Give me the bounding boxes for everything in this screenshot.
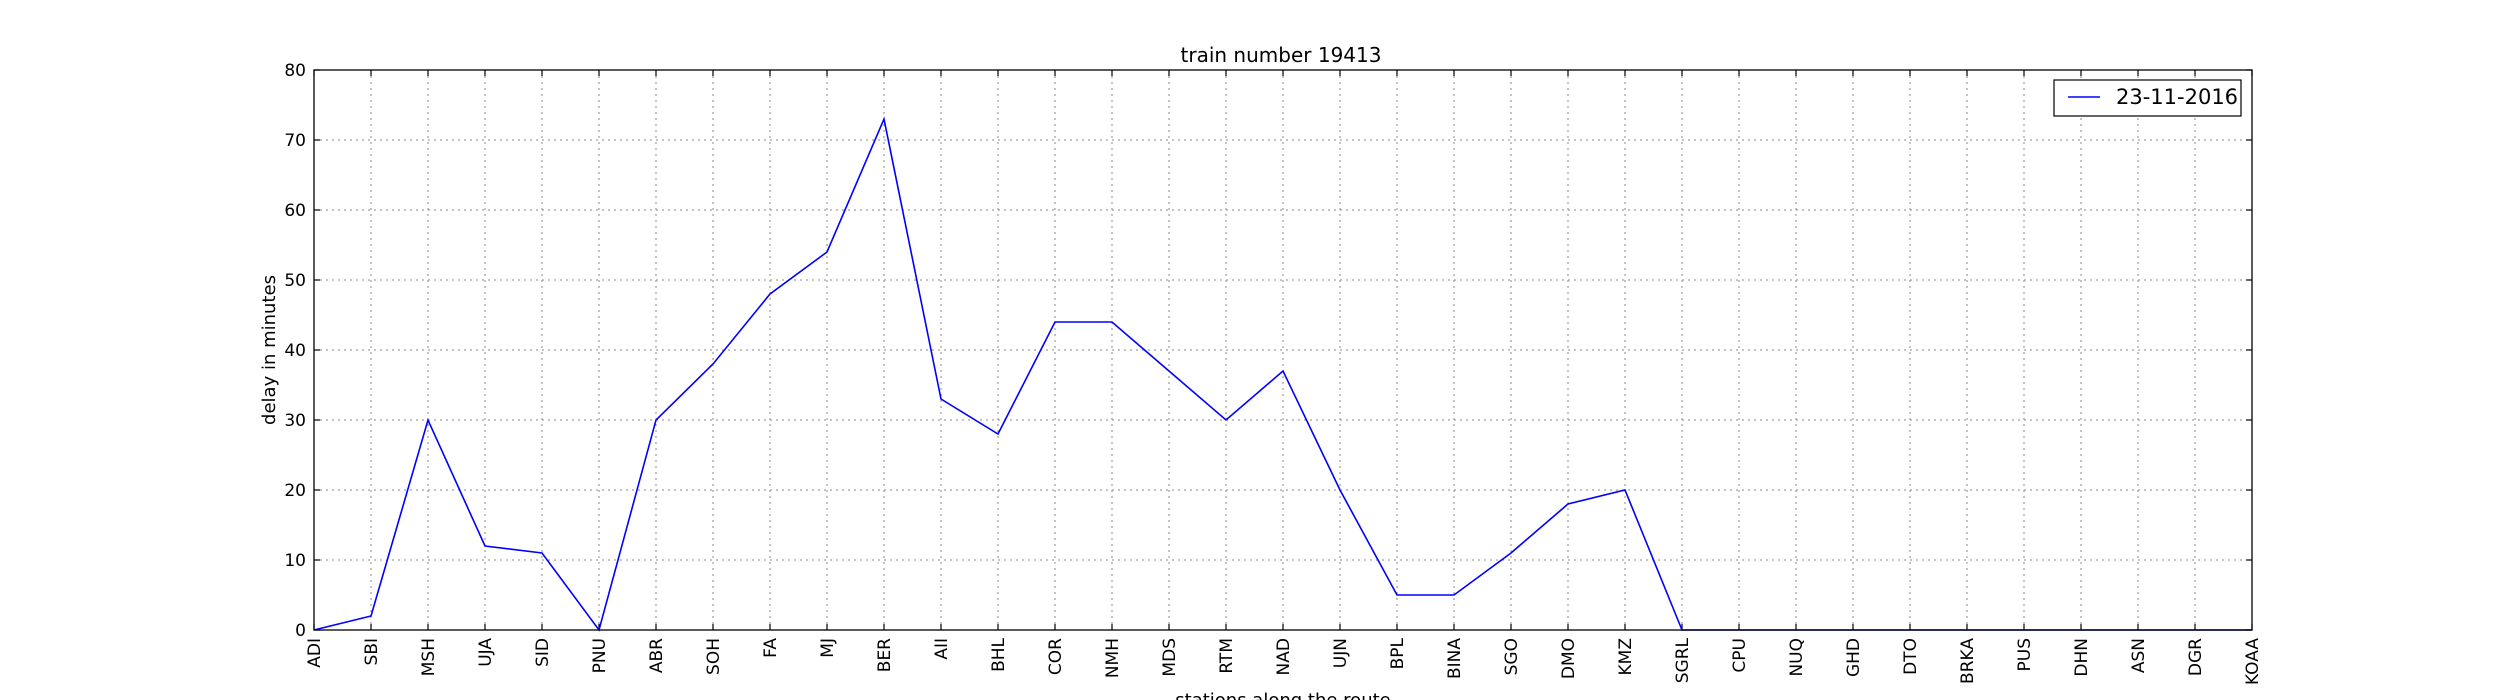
- y-tick-label-0: 0: [295, 621, 306, 641]
- x-tick-label-AII: AII: [932, 638, 952, 660]
- x-tick-label-UJN: UJN: [1331, 638, 1351, 668]
- y-tick-label-30: 30: [284, 411, 306, 431]
- chart-title: train number 19413: [1181, 43, 1382, 67]
- x-tick-label-SID: SID: [533, 638, 553, 667]
- legend: 23-11-2016: [2053, 79, 2242, 117]
- x-tick-label-MDS: MDS: [1160, 638, 1180, 677]
- x-axis: ADI SBI MSH UJA SID PNU ABR SOH FA MJ BER AII BHL COR…: [305, 70, 2263, 685]
- y-tick-label-20: 20: [284, 481, 306, 501]
- y-tick-label-40: 40: [284, 341, 306, 361]
- x-tick-label-BHL: BHL: [989, 637, 1009, 671]
- x-tick-label-MSH: MSH: [419, 638, 439, 676]
- x-tick-label-SGRL: SGRL: [1673, 637, 1693, 683]
- y-tick-label-10: 10: [284, 551, 306, 571]
- x-tick-label-MJ: MJ: [818, 638, 838, 658]
- y-tick-label-80: 80: [284, 61, 306, 81]
- y-axis: 0 10 20 30 40 50 60 70 80: [284, 61, 2252, 641]
- x-tick-label-SGO: SGO: [1502, 638, 1522, 675]
- x-tick-label-RTM: RTM: [1217, 638, 1237, 674]
- plot-frame: [313, 69, 2253, 631]
- y-tick-label-50: 50: [284, 271, 306, 291]
- x-tick-label-DHN: DHN: [2072, 638, 2092, 677]
- y-tick-label-70: 70: [284, 131, 306, 151]
- x-tick-label-ASN: ASN: [2129, 638, 2149, 673]
- x-tick-label-DMO: DMO: [1559, 638, 1579, 679]
- x-tick-label-BER: BER: [875, 638, 895, 672]
- x-tick-label-PUS: PUS: [2015, 638, 2035, 672]
- legend-box: [2053, 79, 2242, 117]
- x-tick-label-UJA: UJA: [476, 638, 496, 667]
- x-tick-label-FA: FA: [761, 638, 781, 658]
- x-tick-label-GHD: GHD: [1844, 638, 1864, 677]
- x-tick-label-ABR: ABR: [647, 638, 667, 673]
- x-tick-label-DTO: DTO: [1901, 638, 1921, 675]
- x-tick-label-NUQ: NUQ: [1787, 638, 1807, 677]
- grid-lines: [313, 69, 2253, 631]
- x-tick-label-BRKA: BRKA: [1958, 638, 1978, 684]
- x-tick-label-PNU: PNU: [590, 638, 610, 673]
- x-tick-label-SOH: SOH: [704, 638, 724, 675]
- x-tick-label-KMZ: KMZ: [1616, 638, 1636, 675]
- x-tick-label-SBI: SBI: [362, 638, 382, 665]
- x-axis-label: stations along the route: [1175, 690, 1390, 700]
- x-tick-label-BINA: BINA: [1445, 638, 1465, 679]
- x-tick-label-BPL: BPL: [1388, 637, 1408, 669]
- x-tick-label-NAD: NAD: [1274, 638, 1294, 675]
- x-tick-label-KOAA: KOAA: [2243, 638, 2263, 685]
- x-tick-label-COR: COR: [1046, 638, 1066, 675]
- y-tick-label-60: 60: [284, 201, 306, 221]
- series-line-23-11-2016: [313, 116, 2252, 632]
- x-tick-label-CPU: CPU: [1730, 638, 1750, 673]
- legend-entry-label: 23-11-2016: [2116, 85, 2238, 109]
- x-tick-label-NMH: NMH: [1103, 638, 1123, 678]
- y-axis-label: delay in minutes: [259, 275, 280, 425]
- x-tick-label-DGR: DGR: [2186, 638, 2206, 676]
- x-tick-label-ADI: ADI: [305, 638, 325, 668]
